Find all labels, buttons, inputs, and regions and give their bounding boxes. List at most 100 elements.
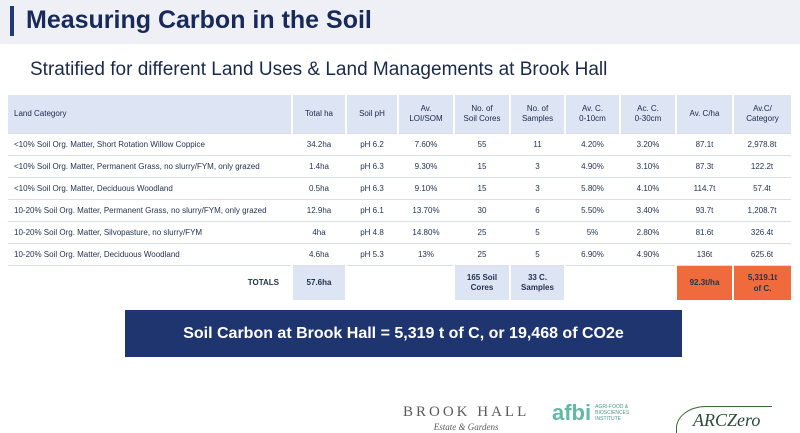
cell-soil-ph: pH 5.3 — [346, 243, 398, 266]
cell-cores: 15 — [454, 177, 510, 200]
cell-samples: 5 — [510, 221, 565, 244]
page-title: Measuring Carbon in the Soil — [26, 6, 372, 34]
afbi-wordmark: afbi — [552, 400, 592, 425]
col-loi-line2: LOI/SOM — [409, 113, 443, 123]
cell-samples: 3 — [510, 177, 565, 200]
col-c10-line2: 0-10cm — [579, 113, 606, 123]
cell-cat: 57.4t — [733, 177, 791, 200]
totals-cores-line2: Cores — [470, 282, 494, 292]
cell-land-category: 10-20% Soil Org. Matter, Deciduous Woodl… — [8, 243, 292, 266]
cell-total-ha: 34.2ha — [292, 133, 346, 156]
cell-samples: 3 — [510, 155, 565, 178]
cell-land-category: 10-20% Soil Org. Matter, Silvopasture, n… — [8, 221, 292, 244]
totals-samples: 33 C. Samples — [509, 265, 566, 300]
table-header-row: Land Category Total ha Soil pH Av. LOI/SO… — [8, 95, 791, 134]
cell-land-category: <10% Soil Org. Matter, Deciduous Woodlan… — [8, 177, 292, 200]
soil-carbon-summary-banner: Soil Carbon at Brook Hall = 5,319 t of C… — [125, 310, 682, 357]
totals-cat-line2: of C. — [753, 283, 772, 293]
cell-total-ha: 4ha — [292, 221, 346, 244]
cell-cores: 25 — [454, 243, 510, 266]
totals-cat-line1: 5,319.1t — [747, 272, 778, 282]
cell-cat: 326.4t — [733, 221, 791, 244]
col-c-0-10: Av. C. 0-10cm — [564, 95, 620, 134]
cell-c30: 3.40% — [620, 199, 676, 222]
cell-loi: 9.30% — [398, 155, 454, 178]
cell-soil-ph: pH 6.3 — [346, 177, 398, 200]
totals-samples-line2: Samples — [521, 282, 554, 292]
cell-samples: 11 — [510, 133, 565, 156]
cell-samples: 6 — [510, 199, 565, 222]
cell-soil-ph: pH 4.8 — [346, 221, 398, 244]
col-c30-line2: 0-30cm — [634, 113, 662, 123]
totals-empty-loi — [398, 265, 454, 300]
cell-cat: 625.6t — [733, 243, 791, 266]
cell-soil-ph: pH 6.1 — [346, 199, 398, 222]
totals-c-per-ha: 92.3t/ha — [675, 265, 733, 300]
totals-label: TOTALS — [247, 278, 279, 288]
col-samples-line2: Samples — [521, 113, 554, 123]
totals-cores-line1: 165 Soil — [466, 272, 498, 282]
col-c30-line1: Ac. C. — [637, 103, 659, 113]
cell-cores: 25 — [454, 221, 510, 244]
table-row: 10-20% Soil Org. Matter, Permanent Grass… — [8, 199, 791, 222]
cell-c30: 2.80% — [620, 221, 676, 244]
cell-cat: 2,978.8t — [733, 133, 791, 156]
cell-loi: 9.10% — [398, 177, 454, 200]
cell-c10: 6.90% — [565, 243, 620, 266]
col-loi-line1: Av. — [420, 103, 432, 113]
cell-total-ha: 4.6ha — [292, 243, 346, 266]
cell-loi: 13.70% — [398, 199, 454, 222]
cell-loi: 13% — [398, 243, 454, 266]
cell-c10: 5.80% — [565, 177, 620, 200]
cell-cha: 114.7t — [676, 177, 733, 200]
cell-cha: 81.6t — [676, 221, 733, 244]
cell-loi: 14.80% — [398, 221, 454, 244]
arczero-logo: ARCZero — [676, 406, 772, 433]
totals-row: TOTALS 57.6ha 165 Soil Cores 33 C. Samples… — [8, 265, 791, 300]
arczero-wordmark: ARCZero — [693, 410, 761, 430]
table-row: <10% Soil Org. Matter, Deciduous Woodlan… — [8, 177, 791, 200]
table-row: <10% Soil Org. Matter, Permanent Grass, … — [8, 155, 791, 178]
page-subtitle: Stratified for different Land Uses & Lan… — [30, 59, 608, 80]
table-row: 10-20% Soil Org. Matter, Silvopasture, n… — [8, 221, 791, 244]
brook-hall-logo: BROOK HALL Estate & Gardens — [403, 404, 529, 432]
totals-c-category: 5,319.1t of C. — [732, 265, 791, 300]
cell-soil-ph: pH 6.2 — [346, 133, 398, 156]
cell-total-ha: 0.5ha — [292, 177, 346, 200]
col-soil-cores: No. of Soil Cores — [453, 95, 510, 134]
cell-c10: 4.90% — [565, 155, 620, 178]
cell-c10: 5% — [565, 221, 620, 244]
cell-cha: 87.3t — [676, 155, 733, 178]
soil-carbon-table: Land Category Total ha Soil pH Av. LOI/SO… — [8, 95, 791, 300]
cell-cha: 93.7t — [676, 199, 733, 222]
col-land-category: Land Category — [8, 95, 292, 134]
col-samples-line1: No. of — [526, 103, 549, 113]
brook-hall-name: BROOK HALL — [403, 404, 530, 420]
col-total-ha: Total ha — [291, 95, 346, 134]
cell-total-ha: 12.9ha — [292, 199, 346, 222]
title-band — [0, 0, 800, 44]
table-row: 10-20% Soil Org. Matter, Deciduous Woodl… — [8, 243, 791, 266]
brook-hall-subtitle: Estate & Gardens — [433, 422, 499, 432]
cell-c10: 5.50% — [565, 199, 620, 222]
cell-cat: 1,208.7t — [733, 199, 791, 222]
cell-total-ha: 1.4ha — [292, 155, 346, 178]
afbi-tagline: AGRI-FOOD & BIOSCIENCES INSTITUTE — [595, 404, 630, 422]
cell-cores: 30 — [454, 199, 510, 222]
cell-land-category: <10% Soil Org. Matter, Permanent Grass, … — [8, 155, 292, 178]
totals-empty-c30 — [620, 265, 676, 300]
cell-c10: 4.20% — [565, 133, 620, 156]
cell-land-category: 10-20% Soil Org. Matter, Permanent Grass… — [8, 199, 292, 222]
cell-land-category: <10% Soil Org. Matter, Short Rotation Wi… — [8, 133, 292, 156]
title-accent-bar — [10, 6, 14, 36]
cell-loi: 7.60% — [398, 133, 454, 156]
totals-empty-c10 — [565, 265, 620, 300]
col-soil-ph: Soil pH — [345, 95, 398, 134]
cell-c30: 4.90% — [620, 243, 676, 266]
col-c-0-30: Ac. C. 0-30cm — [619, 95, 676, 134]
table-row: <10% Soil Org. Matter, Short Rotation Wi… — [8, 133, 791, 156]
col-c-per-ha: Av. C/ha — [675, 95, 733, 134]
cell-c30: 3.10% — [620, 155, 676, 178]
col-samples: No. of Samples — [509, 95, 565, 134]
col-cores-line2: Soil Cores — [463, 113, 501, 123]
